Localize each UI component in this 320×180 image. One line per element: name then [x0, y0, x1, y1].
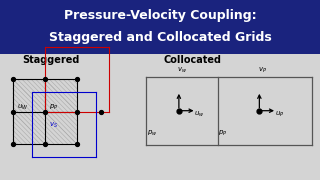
Text: Staggered and Collocated Grids: Staggered and Collocated Grids	[49, 31, 271, 44]
Text: $u_P$: $u_P$	[276, 110, 285, 119]
Text: Pressure-Velocity Coupling:: Pressure-Velocity Coupling:	[64, 9, 256, 22]
Text: $p_w$: $p_w$	[147, 129, 157, 138]
Text: Collocated: Collocated	[163, 55, 221, 65]
Text: Staggered: Staggered	[22, 55, 80, 65]
Text: $p_P$: $p_P$	[49, 102, 58, 112]
Text: $v_w$: $v_w$	[177, 66, 187, 75]
Text: $v_S$: $v_S$	[49, 120, 58, 130]
Text: $u_W$: $u_W$	[17, 102, 28, 112]
Text: $u_w$: $u_w$	[195, 110, 205, 119]
Text: $p_P$: $p_P$	[218, 129, 227, 138]
Text: $v_P$: $v_P$	[258, 66, 267, 75]
Bar	[0, 0, 320, 54]
